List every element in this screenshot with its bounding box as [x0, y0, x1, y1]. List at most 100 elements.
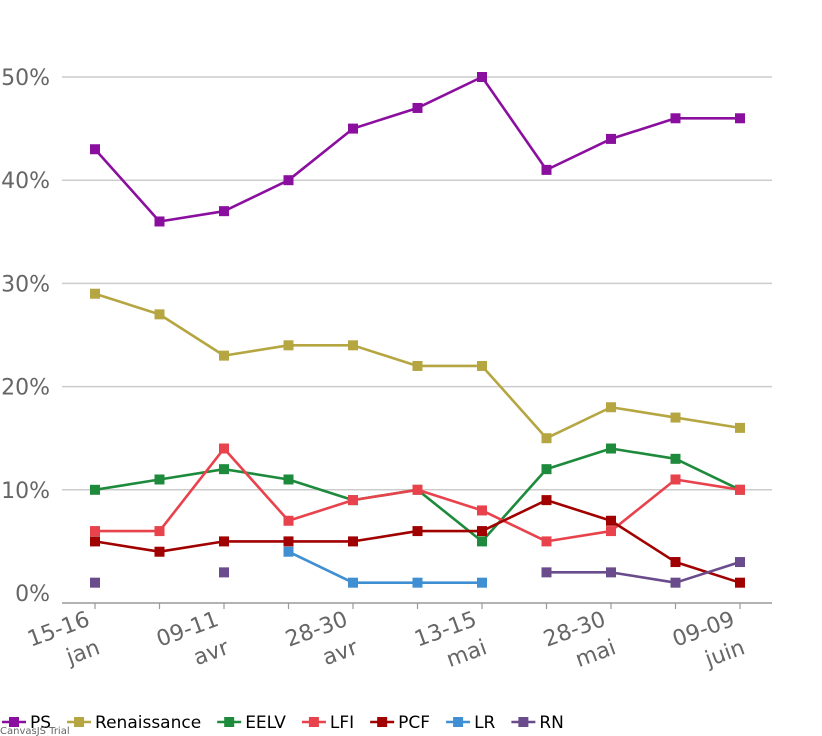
data-point[interactable] [477, 360, 487, 371]
legend-marker [453, 717, 464, 727]
data-point[interactable] [606, 443, 616, 454]
data-point[interactable] [412, 526, 423, 537]
data-point[interactable] [541, 567, 552, 578]
data-point[interactable] [670, 412, 681, 423]
data-point[interactable] [477, 505, 487, 516]
data-point[interactable] [670, 577, 681, 588]
series-line [546, 560, 741, 584]
y-tick-label: 10% [1, 479, 50, 504]
legend-item-lr[interactable]: LR [446, 713, 496, 733]
data-point[interactable] [735, 484, 745, 495]
x-tick-label-line2: avr [190, 635, 233, 671]
data-point[interactable] [154, 474, 165, 485]
y-tick-label: 50% [1, 66, 50, 91]
data-point[interactable] [606, 526, 616, 537]
data-point[interactable] [348, 495, 358, 506]
data-point[interactable] [219, 567, 229, 578]
data-point[interactable] [283, 546, 294, 557]
canvasjs-trial-credit: CanvasJS Trial [0, 726, 70, 736]
data-point[interactable] [735, 422, 745, 433]
data-point[interactable] [670, 453, 681, 464]
legend[interactable]: PS Renaissance EELV LFI PCF LR RN [2, 713, 564, 733]
legend-item-renaissance[interactable]: Renaissance [67, 713, 201, 733]
legend-label: PS [30, 713, 51, 733]
legend-marker [308, 717, 319, 727]
data-point[interactable] [154, 526, 165, 537]
legend-label: RN [539, 713, 564, 733]
data-point[interactable] [283, 175, 294, 186]
series-line [94, 498, 741, 584]
y-tick-label: 30% [1, 272, 50, 297]
data-point[interactable] [219, 206, 229, 217]
data-point[interactable] [348, 536, 358, 547]
data-point[interactable] [348, 577, 358, 588]
data-point[interactable] [283, 474, 294, 485]
legend-label: LFI [330, 713, 354, 733]
data-point[interactable] [606, 133, 616, 144]
legend-item-lfi[interactable]: LFI [301, 713, 354, 733]
data-point[interactable] [90, 288, 100, 299]
legend-marker [74, 717, 85, 727]
legend-item-rn[interactable]: RN [511, 713, 564, 733]
data-point[interactable] [670, 474, 681, 485]
data-point[interactable] [477, 536, 487, 547]
data-point[interactable] [283, 515, 294, 526]
data-point[interactable] [735, 557, 745, 568]
data-point[interactable] [154, 216, 165, 227]
data-point[interactable] [90, 526, 100, 537]
data-point[interactable] [477, 526, 487, 537]
data-point[interactable] [477, 72, 487, 82]
data-point[interactable] [90, 484, 100, 495]
data-point[interactable] [541, 536, 552, 547]
data-point[interactable] [606, 567, 616, 578]
y-tick-label: 20% [1, 376, 50, 401]
series-lr [283, 546, 487, 588]
data-point[interactable] [219, 536, 229, 547]
data-point[interactable] [541, 164, 552, 175]
data-point[interactable] [219, 350, 229, 361]
data-point[interactable] [154, 546, 165, 557]
data-point[interactable] [348, 340, 358, 351]
data-point[interactable] [283, 340, 294, 351]
data-point[interactable] [541, 495, 552, 506]
data-point[interactable] [154, 309, 165, 320]
data-point[interactable] [219, 464, 229, 475]
data-point[interactable] [541, 433, 552, 444]
data-point[interactable] [477, 577, 487, 588]
data-point[interactable] [283, 536, 294, 547]
legend-marker [518, 717, 529, 727]
legend-label: Renaissance [95, 713, 201, 733]
data-point[interactable] [735, 577, 745, 588]
data-point[interactable] [412, 484, 423, 495]
data-point[interactable] [606, 402, 616, 413]
data-point[interactable] [90, 536, 100, 547]
legend-marker [377, 717, 388, 727]
data-point[interactable] [90, 577, 100, 588]
x-tick-label-line2: avr [319, 635, 362, 671]
legend-item-pcf[interactable]: PCF [370, 713, 430, 733]
legend-marker [9, 717, 19, 727]
data-point[interactable] [412, 360, 423, 371]
data-point[interactable] [735, 113, 745, 124]
data-point[interactable] [412, 102, 423, 113]
data-point[interactable] [670, 557, 681, 568]
series-lfi [90, 443, 745, 547]
data-point[interactable] [348, 123, 358, 134]
legend-item-eelv[interactable]: EELV [217, 713, 286, 733]
legend-marker [224, 717, 235, 727]
data-point[interactable] [541, 464, 552, 475]
data-point[interactable] [670, 113, 681, 124]
series-rn [90, 557, 745, 588]
data-point[interactable] [219, 443, 229, 454]
legend-item-ps[interactable]: PS [2, 713, 51, 733]
data-point[interactable] [606, 515, 616, 526]
data-point[interactable] [90, 144, 100, 155]
data-point[interactable] [412, 577, 423, 588]
